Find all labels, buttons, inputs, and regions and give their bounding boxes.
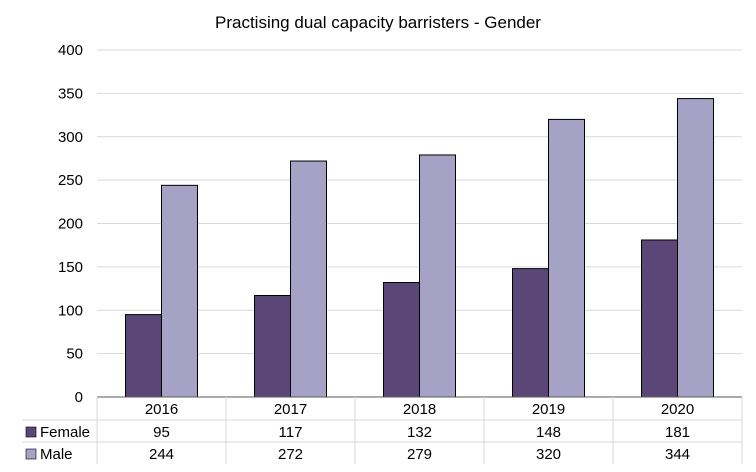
bar-female-2018 xyxy=(383,281,420,398)
y-axis-tick-labels: 0 50 100 150 200 250 300 350 400 xyxy=(58,42,83,406)
x-tick-label: 2017 xyxy=(274,401,307,418)
data-label-female: 95 xyxy=(153,424,170,441)
legend-key-male xyxy=(25,448,37,460)
x-axis: 2016 2017 2018 2019 2020 xyxy=(97,396,742,418)
y-tick-label: 50 xyxy=(66,346,83,363)
data-label-male: 279 xyxy=(407,446,432,463)
data-label-male: 320 xyxy=(536,446,561,463)
y-tick-label: 250 xyxy=(58,172,83,189)
data-label-female: 132 xyxy=(407,424,432,441)
bar-female-2019 xyxy=(512,268,549,398)
x-tick-label: 2016 xyxy=(145,401,178,418)
x-tick-label: 2020 xyxy=(661,401,694,418)
bar-female-2017 xyxy=(254,295,291,398)
y-tick-label: 150 xyxy=(58,259,83,276)
data-label-male: 244 xyxy=(149,446,174,463)
data-label-male: 272 xyxy=(278,446,303,463)
legend-key-female xyxy=(25,426,37,438)
data-label-female: 148 xyxy=(536,424,561,441)
y-tick-label: 0 xyxy=(75,389,83,406)
bars xyxy=(125,98,714,398)
data-label-male: 344 xyxy=(665,446,690,463)
y-tick-label: 300 xyxy=(58,129,83,146)
data-label-female: 117 xyxy=(279,424,303,441)
bar-male-2020 xyxy=(677,98,714,398)
y-tick-label: 200 xyxy=(58,216,83,233)
x-tick-label: 2018 xyxy=(403,401,436,418)
bar-male-2016 xyxy=(161,184,198,398)
x-tick-label: 2019 xyxy=(532,401,565,418)
chart-title: Practising dual capacity barristers - Ge… xyxy=(215,13,541,32)
y-tick-label: 100 xyxy=(58,302,83,319)
data-table: Female 95 117 132 148 181 Male 244 272 279 320 344 xyxy=(22,397,743,464)
bar-male-2017 xyxy=(290,160,327,398)
legend-label-female: Female xyxy=(40,424,90,441)
bar-male-2018 xyxy=(419,154,456,398)
legend-label-male: Male xyxy=(40,446,73,463)
data-label-female: 181 xyxy=(665,424,690,441)
y-tick-label: 350 xyxy=(58,85,83,102)
bar-male-2019 xyxy=(548,118,585,398)
bar-female-2016 xyxy=(125,314,162,398)
y-tick-label: 400 xyxy=(58,42,83,59)
bar-female-2020 xyxy=(641,239,678,398)
